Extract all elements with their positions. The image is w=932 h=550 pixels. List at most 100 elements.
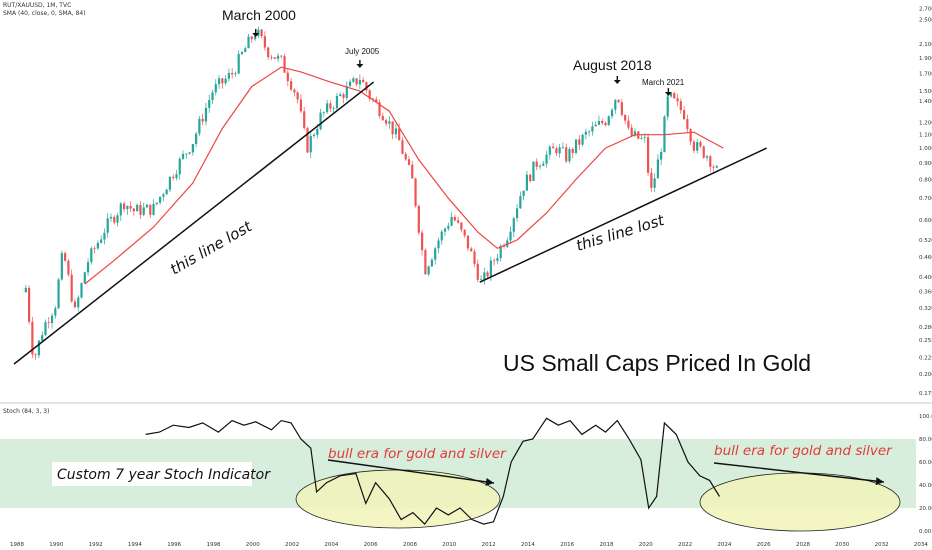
candle-down [221,78,224,84]
price-tick-label: 0.4000 [919,275,932,281]
price-tick-label: 0.6000 [919,218,932,224]
candle-down [552,146,555,149]
candle-up [574,139,578,153]
candle-down [457,220,460,223]
candle-down [201,118,204,122]
price-tick-label: 0.3200 [919,306,932,312]
stoch-tick-label: 100.00 [919,414,932,420]
candle-down [686,119,689,130]
candle-up [607,116,610,126]
year-tick-label: 2032 [875,542,889,548]
candle-up [581,134,584,145]
candle-up [588,131,591,133]
candle-down [368,90,371,99]
candle-down [231,72,234,75]
candle-down [578,139,581,145]
candle-up [538,165,542,167]
candle-up [217,78,221,85]
candle-down [689,129,692,142]
candle-up [525,174,528,191]
candle-up [496,258,499,261]
candle-up [610,109,614,117]
year-tick-label: 2010 [442,542,456,548]
stoch-tick-label: 40.00 [919,483,932,489]
price-tick-label: 0.3600 [919,290,932,296]
candle-up [155,202,158,204]
candle-up [247,36,250,49]
august-2018-label: August 2018 [573,57,652,73]
candle-up [188,152,191,154]
stoch-line [145,417,721,526]
candle-down [139,204,142,215]
candle-down [712,166,715,168]
candle-up [175,174,178,179]
stoch-tick-label: 60.00 [919,460,932,466]
year-tick-label: 2012 [482,542,496,548]
trendline-1 [13,81,375,365]
candle-down [617,99,620,103]
candle-up [126,205,129,210]
candle-down [73,301,77,308]
trendline-2 [479,147,767,283]
candle-down [355,78,358,85]
bull-era-label-1: bull era for gold and silver [328,446,507,462]
year-tick-label: 2002 [285,542,299,548]
year-tick-label: 2018 [600,542,614,548]
candle-down [565,147,568,162]
march-2000-label: March 2000 [222,7,296,23]
march-2021-label: March 2021 [642,78,685,87]
candle-up [162,194,165,197]
candle-up [106,218,109,233]
year-tick-label: 2030 [835,542,849,548]
candle-down [470,248,473,252]
candle-up [437,240,440,249]
bull-era-arrow-head [485,477,494,486]
candle-up [339,94,342,96]
candle-up [696,142,699,151]
candle-down [466,235,470,249]
year-tick-label: 1998 [207,542,221,548]
candle-up [715,166,718,168]
price-tick-label: 1.5000 [919,89,932,95]
candle-up [427,266,430,275]
year-tick-label: 1990 [49,542,63,548]
candle-up [394,128,397,135]
price-tick-label: 0.2000 [919,372,932,378]
candle-up [80,283,83,298]
candle-down [263,36,266,48]
candle-down [571,148,574,153]
candle-down [299,99,303,112]
candle-down [699,142,702,147]
candle-up [312,134,316,136]
price-tick-label: 1.7000 [919,72,932,78]
candle-up [479,279,483,281]
candle-up [159,196,162,203]
candle-up [37,340,41,356]
stoch-indicator-label: Custom 7 year Stoch Indicator [57,467,271,483]
candle-down [676,98,679,102]
july-2005-label: July 2005 [345,47,380,56]
candle-down [535,161,538,167]
candle-down [620,102,623,115]
candle-down [362,79,365,83]
candle-up [244,48,247,53]
candle-up [594,124,597,127]
candle-up [542,163,545,166]
candle-up [322,112,325,113]
candle-up [237,53,240,74]
sma-line [84,66,724,285]
marker-arrow-head [613,80,621,84]
candle-up [332,108,335,109]
candle-up [54,308,57,316]
symbol-header: RUT/XAUUSD, 1M, TVC [3,2,72,9]
candle-up [211,92,214,101]
candle-up [50,315,54,323]
candle-up [257,29,260,36]
candle-down [293,89,296,93]
candle-up [240,52,244,54]
year-tick-label: 2022 [678,542,692,548]
year-tick-label: 1988 [10,542,24,548]
bull-era-arrow-1 [327,459,495,484]
price-tick-label: 0.2250 [919,356,932,362]
